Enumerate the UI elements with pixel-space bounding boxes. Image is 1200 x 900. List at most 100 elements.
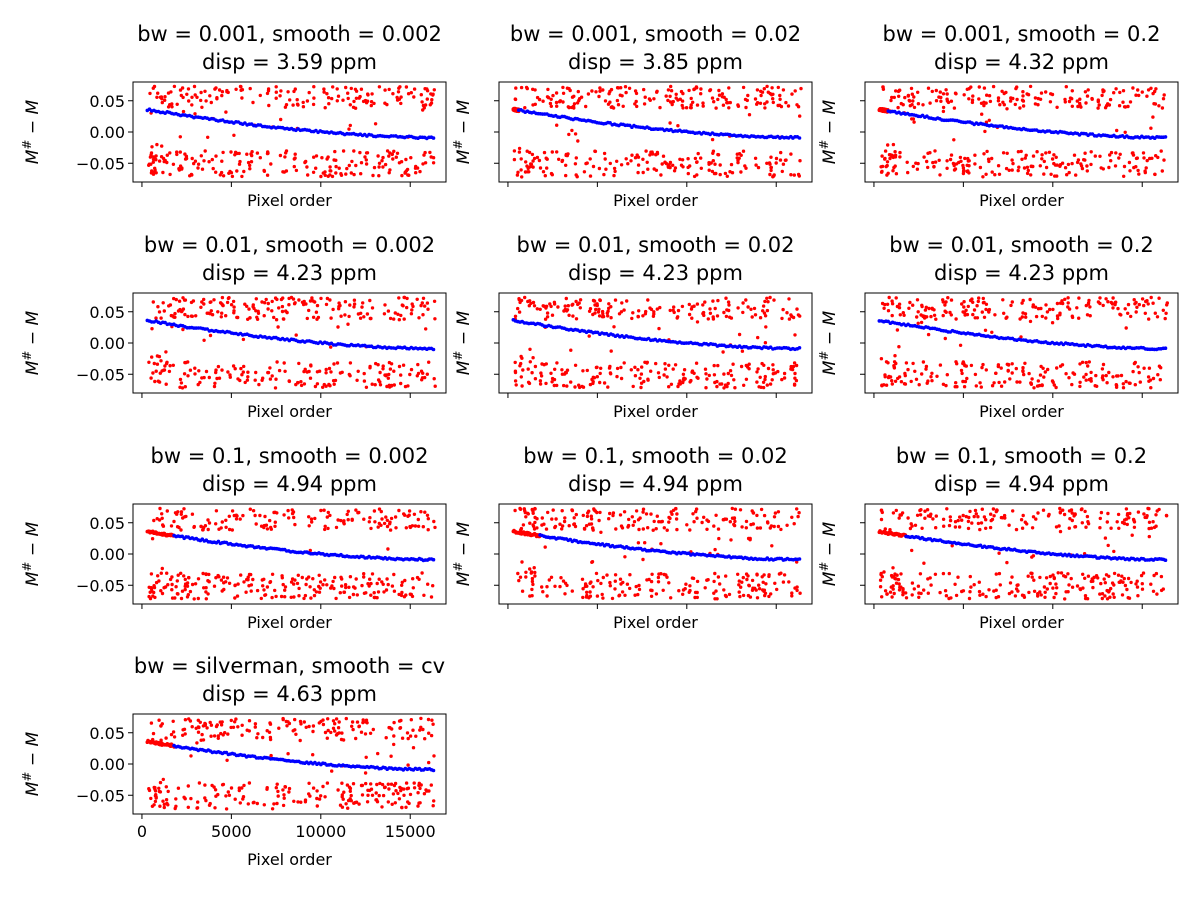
outlier-point <box>716 152 720 157</box>
outlier-point <box>1021 99 1026 103</box>
outlier-point <box>348 789 352 793</box>
outlier-point <box>1086 522 1091 526</box>
outlier-point <box>710 169 715 174</box>
outlier-point <box>934 526 938 530</box>
outlier-point <box>645 160 649 164</box>
outlier-point <box>1055 586 1059 590</box>
outlier-point <box>990 156 994 161</box>
outlier-point <box>1048 307 1052 312</box>
outlier-point <box>338 303 342 308</box>
outlier-point <box>1006 368 1010 373</box>
outlier-point <box>667 520 671 524</box>
outlier-point <box>352 99 356 104</box>
outlier-point <box>545 594 549 598</box>
outlier-point <box>1165 303 1169 307</box>
outlier-point <box>216 364 221 369</box>
outlier-point <box>527 170 531 174</box>
outlier-point <box>564 173 568 178</box>
outlier-point <box>695 595 699 600</box>
outlier-point <box>524 570 528 574</box>
outlier-point <box>888 156 892 161</box>
outlier-point <box>151 160 155 164</box>
outlier-point <box>204 572 208 576</box>
outlier-point <box>183 587 187 592</box>
outlier-point <box>961 589 966 593</box>
outlier-point <box>754 163 758 167</box>
outlier-point <box>980 507 984 511</box>
outlier-point <box>965 87 969 92</box>
outlier-point <box>539 371 543 375</box>
outlier-point <box>581 587 585 591</box>
outlier-point <box>433 384 437 388</box>
outlier-point <box>248 167 252 171</box>
outlier-point <box>765 296 769 300</box>
outlier-point <box>701 101 705 105</box>
outlier-point <box>409 367 414 372</box>
outlier-point <box>205 311 209 315</box>
outlier-point <box>1142 156 1146 160</box>
outlier-point <box>218 301 223 305</box>
outlier-point <box>1113 300 1117 305</box>
outlier-point <box>1090 577 1094 581</box>
outlier-point <box>895 304 900 309</box>
outlier-point <box>392 589 397 593</box>
outlier-point <box>200 300 204 304</box>
y-axis-label-sup: # <box>817 562 831 572</box>
outlier-point <box>560 524 565 528</box>
outlier-point <box>741 593 746 598</box>
outlier-point <box>720 92 725 96</box>
outlier-point <box>519 298 524 303</box>
outlier-point <box>311 786 316 790</box>
outlier-point <box>305 316 309 321</box>
outlier-point <box>1022 372 1026 377</box>
outlier-point <box>181 733 185 737</box>
outlier-point <box>388 168 392 172</box>
outlier-point <box>676 308 681 313</box>
outlier-point <box>352 298 357 302</box>
outlier-point <box>364 385 369 389</box>
outlier-point <box>723 171 728 176</box>
outlier-point <box>544 381 548 386</box>
outlier-point <box>279 89 283 93</box>
outlier-point <box>1155 509 1159 513</box>
outlier-point <box>1162 158 1166 162</box>
outlier-point <box>153 379 157 384</box>
outlier-point <box>192 597 196 601</box>
outlier-point <box>573 385 577 389</box>
outlier-point <box>308 376 313 380</box>
outlier-point <box>1151 115 1155 119</box>
outlier-point <box>613 587 617 591</box>
outlier-point <box>1138 380 1143 384</box>
outlier-point <box>1009 96 1013 100</box>
outlier-point <box>593 149 598 154</box>
outlier-point <box>941 298 945 302</box>
outlier-point <box>782 376 787 380</box>
y-axis-label-symbol: M <box>454 360 474 375</box>
outlier-point <box>667 163 671 167</box>
outlier-point <box>1059 571 1064 575</box>
outlier-point <box>687 88 691 93</box>
outlier-point <box>382 312 387 316</box>
outlier-point <box>533 507 537 511</box>
outlier-point <box>741 85 746 90</box>
outlier-point <box>561 100 565 104</box>
outlier-point <box>340 805 345 809</box>
outlier-point <box>774 161 778 165</box>
outlier-point <box>1131 369 1135 374</box>
outlier-point <box>729 373 734 378</box>
outlier-point <box>762 87 766 91</box>
outlier-point <box>1076 158 1081 162</box>
outlier-point <box>421 525 425 529</box>
outlier-point <box>1093 154 1098 158</box>
outlier-point <box>525 86 529 91</box>
outlier-point <box>706 317 710 321</box>
outlier-point <box>216 310 220 314</box>
outlier-point <box>692 520 696 524</box>
outlier-point <box>973 372 978 377</box>
outlier-point <box>385 577 389 581</box>
outlier-point <box>397 318 401 322</box>
outlier-point <box>241 513 245 518</box>
outlier-point <box>598 86 602 90</box>
outlier-point <box>149 376 153 380</box>
outlier-point <box>677 382 681 386</box>
